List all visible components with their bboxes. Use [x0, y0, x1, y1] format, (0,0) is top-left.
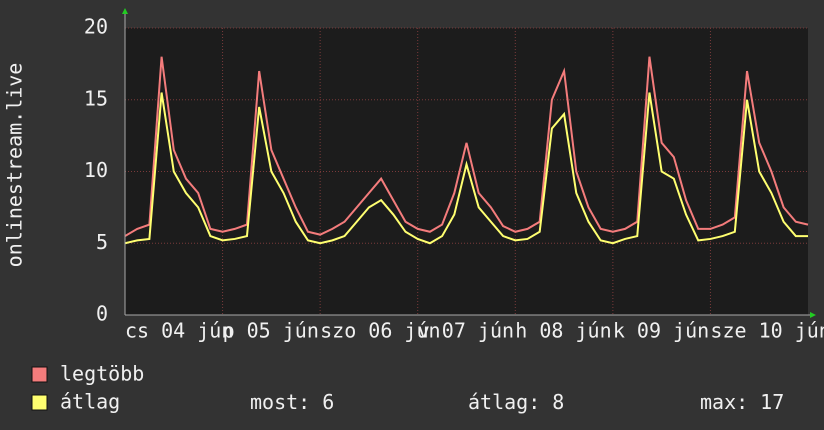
legend-swatch [31, 394, 48, 411]
stat-value: 8 [552, 390, 564, 414]
stat-value: 17 [760, 390, 784, 414]
stat: max: 17 [700, 390, 784, 414]
stat: átlag: 8 [468, 390, 564, 414]
stat-value: 6 [322, 390, 334, 414]
series-line [124, 92, 808, 245]
x-arrow [810, 312, 816, 318]
lines [124, 56, 809, 245]
y-arrow [122, 8, 128, 14]
y-tick-label: 20 [84, 15, 108, 39]
y-tick-label: 5 [96, 230, 108, 254]
stat-label: max: [700, 390, 748, 414]
x-tick-label: p 05 jún [223, 319, 319, 343]
plot-area [125, 28, 808, 315]
x-tick-label: h 08 jún [515, 319, 611, 343]
stat-label: most: [250, 390, 310, 414]
legend: legtöbb átlag most: 6 átlag: 8 max: 17 [31, 362, 784, 414]
x-tick-label: cs 04 jún [125, 319, 233, 343]
y-tick-label: 0 [96, 302, 108, 326]
y-tick-label: 15 [84, 86, 108, 110]
series-line [124, 56, 809, 237]
x-tick-label: sze 10 jún [710, 319, 824, 343]
y-axis-label: onlinestream.live [3, 63, 27, 268]
stat-label: átlag: [468, 390, 540, 414]
stat: most: 6 [250, 390, 334, 414]
x-tick-label: szo 06 jún [320, 319, 440, 343]
y-tick-label: 10 [84, 158, 108, 182]
x-tick-label: k 09 jún [613, 319, 709, 343]
legend-swatch [31, 366, 48, 383]
legend-label: átlag [60, 390, 120, 414]
legend-label: legtöbb [60, 362, 144, 386]
x-tick-label: v 07 jún [418, 319, 514, 343]
